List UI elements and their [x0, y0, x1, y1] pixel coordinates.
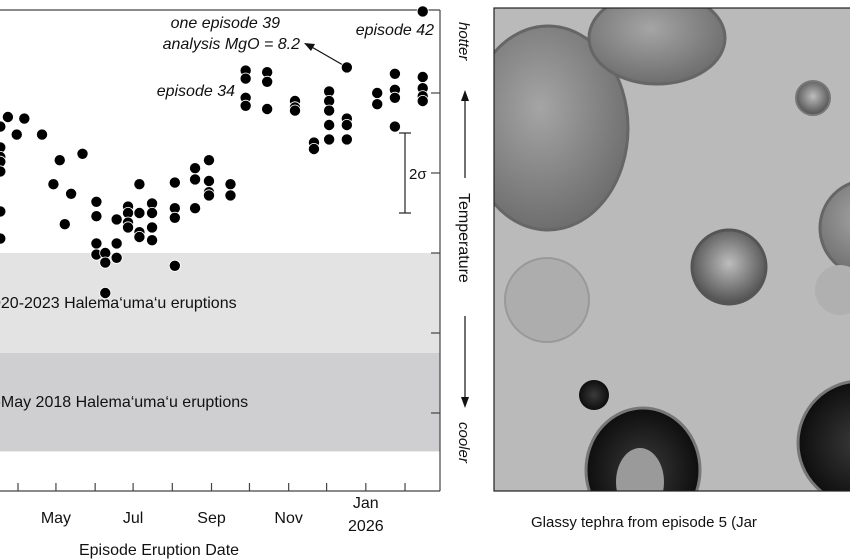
data-point	[323, 104, 336, 117]
data-point	[146, 206, 159, 219]
data-point	[18, 112, 31, 125]
data-point	[388, 120, 401, 133]
data-point	[261, 75, 274, 88]
data-point	[76, 147, 89, 160]
data-point	[416, 71, 429, 84]
data-point	[90, 210, 103, 223]
annotation-episode-42: episode 42	[356, 22, 434, 39]
data-point	[47, 178, 60, 191]
data-point	[90, 237, 103, 250]
data-point	[388, 67, 401, 80]
arrow-down-icon	[461, 397, 469, 408]
reference-bands	[0, 253, 440, 452]
data-point	[65, 187, 78, 200]
data-point	[90, 195, 103, 208]
data-point	[261, 103, 274, 116]
data-point	[53, 154, 66, 167]
data-point	[323, 133, 336, 146]
x-tick-label: Nov	[274, 510, 302, 527]
temperature-label: Temperature	[455, 193, 472, 283]
x-tick-label: Jan	[353, 495, 379, 512]
data-point	[224, 178, 237, 191]
annotation-episode-39-line1: one episode 39	[171, 15, 281, 32]
data-point	[189, 162, 202, 175]
temperature-axis: hotter Temperature cooler	[455, 22, 472, 464]
arrow-up-icon	[461, 90, 469, 101]
data-point	[307, 142, 320, 155]
x-tick-label-year: 2026	[348, 518, 384, 535]
data-points	[0, 5, 429, 299]
data-point	[168, 211, 181, 224]
band-label: 020-2023 Halema‘uma‘u eruptions	[0, 295, 237, 312]
data-point	[0, 205, 7, 218]
data-point	[58, 218, 71, 231]
data-point	[0, 232, 7, 245]
data-point	[110, 237, 123, 250]
annotation-episode-39-line2: analysis MgO = 8.2	[163, 36, 301, 53]
data-point	[340, 133, 353, 146]
data-point	[340, 61, 353, 74]
x-axis-label: Episode Eruption Date	[79, 542, 239, 559]
data-point	[133, 230, 146, 243]
arrow-head-icon	[304, 43, 315, 51]
cooler-label: cooler	[455, 422, 472, 464]
data-point	[110, 251, 123, 264]
x-tick-label: May	[41, 510, 71, 527]
data-point	[371, 87, 384, 100]
band-0	[0, 253, 440, 353]
data-point	[133, 178, 146, 191]
data-point	[146, 221, 159, 234]
data-point	[10, 128, 23, 141]
data-point	[202, 174, 215, 187]
data-point	[340, 119, 353, 132]
data-point	[224, 189, 237, 202]
data-point	[146, 234, 159, 247]
data-point	[133, 206, 146, 219]
annotations: one episode 39 analysis MgO = 8.2 episode …	[157, 15, 434, 100]
x-ticks: May Jul Sep Nov Jan 2026	[17, 483, 406, 535]
annotation-arrow-line	[309, 45, 343, 65]
annotation-episode-34: episode 34	[157, 83, 235, 100]
hotter-label: hotter	[455, 22, 472, 61]
x-tick-label: Jul	[123, 510, 143, 527]
data-point	[323, 119, 336, 132]
data-point	[122, 221, 135, 234]
data-point	[202, 189, 215, 202]
data-point	[388, 91, 401, 104]
data-point	[202, 154, 215, 167]
x-tick-label: Sep	[197, 510, 226, 527]
band-label: l-May 2018 Halema‘uma‘u eruptions	[0, 394, 248, 411]
data-point	[99, 286, 112, 299]
data-point	[0, 165, 7, 178]
data-point	[36, 128, 49, 141]
data-point	[189, 202, 202, 215]
data-point	[239, 72, 252, 85]
data-point	[99, 256, 112, 269]
data-point	[371, 98, 384, 111]
data-point	[288, 104, 301, 117]
data-point	[416, 95, 429, 108]
data-point	[110, 213, 123, 226]
data-point	[1, 111, 14, 124]
data-point	[416, 5, 429, 18]
y-ticks	[431, 92, 440, 414]
data-point	[168, 176, 181, 189]
error-bar-label: 2σ	[409, 166, 427, 183]
tephra-photo	[493, 7, 850, 492]
data-point	[239, 99, 252, 112]
photo-caption: Glassy tephra from episode 5 (Jar	[531, 514, 757, 531]
data-point	[168, 259, 181, 272]
data-point	[0, 120, 7, 133]
data-point	[189, 173, 202, 186]
band-1	[0, 353, 440, 452]
error-bar-2sigma: 2σ	[399, 132, 427, 214]
